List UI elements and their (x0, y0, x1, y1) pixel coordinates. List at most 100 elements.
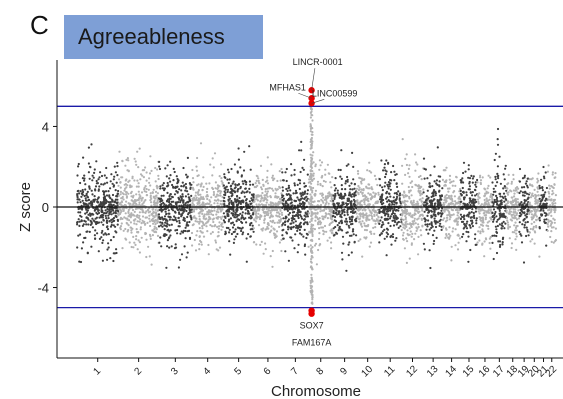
snp-point (293, 182, 296, 185)
snp-point (494, 210, 497, 214)
snp-point (176, 191, 179, 194)
snp-point (231, 214, 235, 217)
snp-point (340, 184, 343, 187)
snp-point (177, 180, 180, 183)
snp-point (410, 194, 413, 197)
snp-point (191, 224, 194, 227)
snp-point (301, 166, 304, 169)
snp-point (332, 199, 335, 202)
snp-point (395, 223, 398, 226)
snp-point (286, 220, 289, 223)
snp-point (419, 192, 422, 195)
snp-point (267, 222, 270, 225)
snp-point (144, 231, 147, 235)
snp-point (227, 181, 230, 185)
snp-point (515, 201, 518, 204)
snp-point (239, 187, 242, 190)
snp-point (78, 220, 81, 223)
snp-point (533, 188, 536, 191)
snp-point (141, 197, 144, 200)
snp-point (154, 208, 157, 211)
snp-point (511, 199, 514, 202)
snp-point (314, 189, 317, 192)
snp-point (281, 234, 284, 237)
snp-point (240, 220, 243, 223)
snp-point (262, 252, 265, 255)
snp-point (520, 213, 523, 216)
snp-point (346, 178, 349, 181)
snp-point (518, 214, 521, 217)
snp-point (553, 221, 556, 224)
snp-point (486, 221, 489, 224)
snp-point (425, 202, 428, 205)
snp-point (141, 203, 144, 206)
snp-point (125, 221, 128, 225)
snp-point (472, 175, 475, 178)
snp-point (309, 203, 312, 207)
snp-point (502, 173, 505, 176)
snp-point (438, 184, 441, 187)
snp-point (345, 164, 348, 167)
snp-point (392, 196, 395, 199)
snp-point (493, 212, 496, 215)
snp-point (258, 194, 261, 197)
snp-point (417, 190, 420, 193)
snp-point (297, 243, 300, 246)
snp-point (434, 215, 437, 218)
snp-point (258, 217, 261, 221)
snp-point (267, 203, 270, 206)
snp-point (396, 221, 399, 224)
snp-point (141, 209, 144, 212)
snp-point (390, 171, 393, 174)
snp-point (155, 219, 158, 222)
snp-point (393, 212, 396, 215)
snp-point (470, 216, 473, 219)
snp-point (530, 194, 533, 197)
snp-point (382, 223, 385, 226)
chromosome-6-points (252, 156, 284, 268)
snp-point (239, 202, 242, 205)
snp-point (492, 202, 495, 205)
snp-point (114, 198, 117, 201)
snp-point (369, 211, 372, 214)
snp-point (191, 210, 194, 213)
snp-point (323, 216, 326, 219)
snp-point (374, 192, 377, 195)
snp-point (363, 199, 366, 202)
snp-point (453, 190, 456, 193)
snp-point (433, 239, 436, 243)
snp-point (311, 157, 314, 160)
snp-point (166, 181, 169, 185)
snp-point (242, 182, 245, 185)
snp-point (293, 210, 296, 214)
snp-point (377, 191, 380, 194)
snp-point (280, 167, 283, 171)
snp-point (423, 248, 426, 251)
snp-point (148, 172, 152, 175)
snp-point (205, 182, 208, 185)
snp-point (79, 233, 82, 236)
snp-point (481, 224, 484, 227)
snp-point (343, 211, 346, 214)
snp-point (475, 217, 478, 220)
snp-point (510, 182, 513, 185)
snp-point (476, 207, 479, 210)
snp-point (107, 233, 110, 236)
snp-point (483, 240, 486, 243)
snp-point (102, 200, 105, 203)
snp-point (249, 217, 252, 220)
snp-point (437, 211, 440, 214)
snp-point (168, 218, 171, 221)
snp-point (414, 169, 417, 172)
snp-point (246, 190, 249, 193)
snp-point (169, 160, 172, 163)
snp-point (142, 176, 145, 179)
snp-point (108, 195, 111, 198)
snp-point (301, 207, 304, 210)
snp-point (420, 218, 423, 221)
snp-point (421, 225, 424, 228)
snp-point (454, 228, 457, 231)
snp-point (94, 229, 97, 232)
snp-point (501, 241, 504, 244)
snp-point (540, 208, 543, 211)
